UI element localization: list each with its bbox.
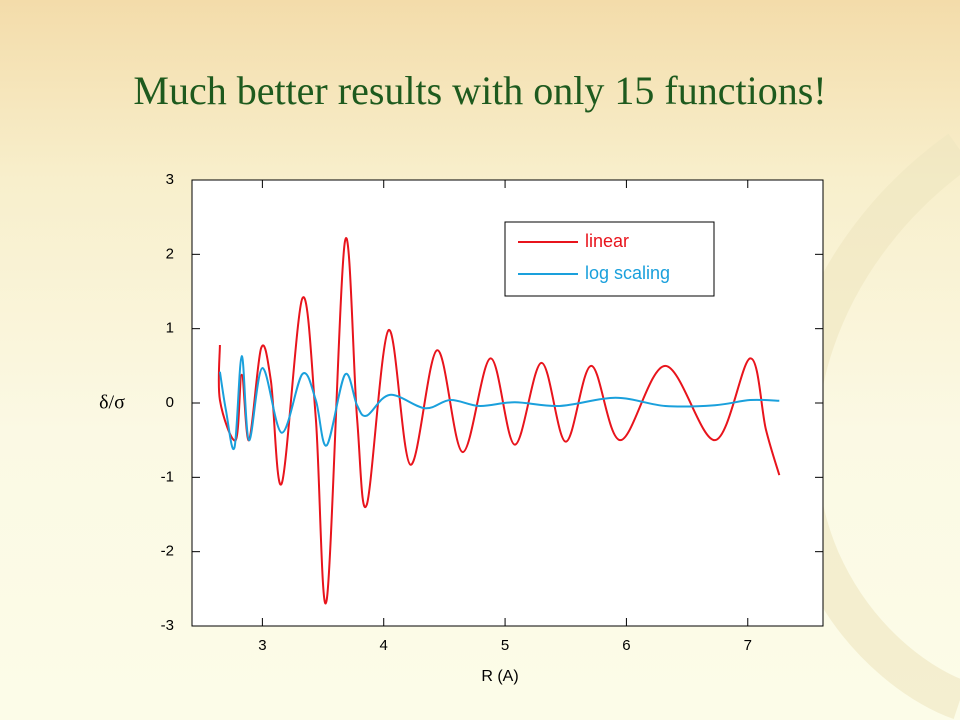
legend-label: linear bbox=[585, 231, 629, 251]
x-tick-label: 6 bbox=[622, 637, 630, 654]
y-tick-label: 0 bbox=[166, 394, 174, 411]
x-tick-label: 4 bbox=[380, 637, 388, 654]
y-axis-label: δ/σ bbox=[99, 392, 125, 414]
y-tick-label: 1 bbox=[166, 320, 174, 337]
legend bbox=[504, 221, 715, 297]
legend-label: log scaling bbox=[585, 263, 670, 283]
x-tick-label: 7 bbox=[744, 637, 752, 654]
x-tick-label: 3 bbox=[258, 637, 266, 654]
line-series bbox=[218, 355, 780, 451]
y-tick-label: -1 bbox=[161, 468, 174, 485]
y-tick-label: -2 bbox=[161, 543, 174, 560]
x-axis-label: R (A) bbox=[481, 668, 518, 685]
x-tick-label: 5 bbox=[501, 637, 509, 654]
line-series bbox=[217, 237, 781, 605]
y-tick-label: 2 bbox=[166, 245, 174, 262]
y-tick-label: 3 bbox=[166, 171, 174, 188]
chart-title: Much better results with only 15 functio… bbox=[133, 68, 826, 113]
y-tick-label: -3 bbox=[161, 617, 174, 634]
